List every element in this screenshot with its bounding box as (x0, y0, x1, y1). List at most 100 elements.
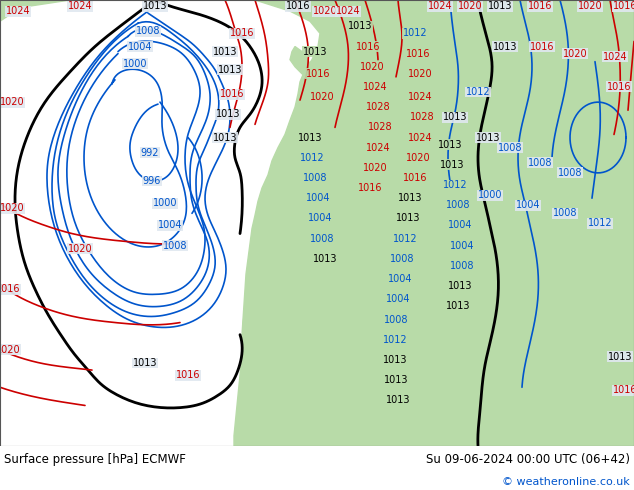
Text: 1013: 1013 (383, 355, 407, 365)
Text: 1020: 1020 (408, 69, 432, 79)
Text: 1004: 1004 (448, 220, 472, 230)
Text: 1000: 1000 (123, 59, 147, 69)
Text: 1013: 1013 (440, 160, 464, 170)
Polygon shape (308, 92, 318, 107)
Polygon shape (290, 47, 312, 77)
Text: 1020: 1020 (563, 49, 587, 59)
Text: 1020: 1020 (68, 244, 93, 254)
Text: 1024: 1024 (428, 1, 452, 11)
Text: 1000: 1000 (478, 190, 502, 200)
Text: 1013: 1013 (493, 42, 517, 51)
Text: 1024: 1024 (408, 132, 432, 143)
Text: 1016: 1016 (220, 89, 244, 99)
Text: 1020: 1020 (359, 62, 384, 72)
Text: 1008: 1008 (303, 173, 327, 183)
Text: 1013: 1013 (608, 352, 632, 362)
Text: 1013: 1013 (488, 1, 512, 11)
Text: 1000: 1000 (153, 198, 178, 208)
Polygon shape (234, 0, 634, 446)
Text: 1020: 1020 (458, 1, 482, 11)
Text: 1024: 1024 (6, 6, 30, 16)
Text: 1012: 1012 (403, 28, 427, 38)
Text: 1008: 1008 (450, 261, 474, 271)
Polygon shape (243, 289, 262, 360)
Text: 1020: 1020 (363, 163, 387, 173)
Text: 1012: 1012 (588, 219, 612, 228)
Text: 1013: 1013 (385, 395, 410, 405)
Text: 1013: 1013 (313, 254, 337, 264)
Text: 1013: 1013 (143, 1, 167, 11)
Text: © weatheronline.co.uk: © weatheronline.co.uk (502, 477, 630, 487)
Text: 1016: 1016 (306, 69, 330, 79)
Text: 1016: 1016 (230, 28, 254, 38)
Text: 1008: 1008 (498, 143, 522, 152)
Text: 1013: 1013 (446, 301, 470, 311)
Text: 1008: 1008 (163, 241, 187, 251)
Text: 1004: 1004 (385, 294, 410, 304)
Text: 1008: 1008 (446, 200, 470, 210)
Text: 1024: 1024 (363, 82, 387, 92)
Text: 1016: 1016 (356, 42, 380, 51)
Text: 1013: 1013 (213, 132, 237, 143)
Text: 1020: 1020 (0, 97, 24, 107)
Text: 1013: 1013 (384, 375, 408, 385)
Text: 1028: 1028 (410, 112, 434, 122)
Text: 1016: 1016 (612, 1, 634, 11)
Text: 1016: 1016 (286, 1, 310, 11)
Text: 1013: 1013 (448, 281, 472, 291)
Text: 1008: 1008 (310, 234, 334, 244)
Text: 1012: 1012 (392, 234, 417, 244)
Text: 1016: 1016 (176, 370, 200, 380)
Text: 1013: 1013 (216, 109, 240, 119)
Text: 1004: 1004 (307, 214, 332, 223)
Text: 1012: 1012 (443, 180, 467, 190)
Text: 1004: 1004 (515, 200, 540, 210)
Polygon shape (0, 0, 70, 21)
Text: 1020: 1020 (578, 1, 602, 11)
Text: 1020: 1020 (313, 6, 337, 16)
Text: 1004: 1004 (158, 220, 182, 230)
Text: 1016: 1016 (527, 1, 552, 11)
Text: 1016: 1016 (406, 49, 430, 59)
Text: 1028: 1028 (368, 122, 392, 132)
Text: 1008: 1008 (384, 315, 408, 324)
Text: 992: 992 (141, 147, 159, 158)
Text: 1013: 1013 (133, 358, 157, 368)
Text: 1013: 1013 (396, 214, 420, 223)
Text: 1013: 1013 (213, 47, 237, 56)
Text: 1013: 1013 (476, 132, 500, 143)
Text: Surface pressure [hPa] ECMWF: Surface pressure [hPa] ECMWF (4, 453, 186, 466)
Text: 996: 996 (143, 176, 161, 186)
Text: 1013: 1013 (298, 132, 322, 143)
Text: 1012: 1012 (300, 153, 325, 163)
Text: 1012: 1012 (383, 335, 407, 345)
Text: 1004: 1004 (127, 42, 152, 51)
Text: 1024: 1024 (366, 143, 391, 152)
Text: 1016: 1016 (612, 385, 634, 395)
Text: 1013: 1013 (443, 112, 467, 122)
Text: 1008: 1008 (390, 254, 414, 264)
Text: 1016: 1016 (403, 173, 427, 183)
Text: 1004: 1004 (388, 274, 412, 284)
Text: 1020: 1020 (0, 345, 20, 355)
Text: 1020: 1020 (309, 92, 334, 102)
Text: 1013: 1013 (303, 47, 327, 56)
Text: 1028: 1028 (366, 102, 391, 112)
Text: 1008: 1008 (553, 208, 577, 219)
Text: 1024: 1024 (603, 51, 627, 62)
Text: 1020: 1020 (406, 153, 430, 163)
Text: 1013: 1013 (437, 140, 462, 149)
Text: 1016: 1016 (358, 183, 382, 193)
Text: 1012: 1012 (466, 87, 490, 97)
Text: 1004: 1004 (306, 193, 330, 203)
Text: 1013: 1013 (348, 21, 372, 31)
Text: 1008: 1008 (558, 168, 582, 178)
Text: 1024: 1024 (335, 6, 360, 16)
Text: 1013: 1013 (398, 193, 422, 203)
Text: 1024: 1024 (68, 1, 93, 11)
Text: 1016: 1016 (0, 284, 20, 294)
Text: 1016: 1016 (607, 82, 631, 92)
Text: 1016: 1016 (530, 42, 554, 51)
Text: 1024: 1024 (408, 92, 432, 102)
Text: 1020: 1020 (0, 203, 24, 213)
